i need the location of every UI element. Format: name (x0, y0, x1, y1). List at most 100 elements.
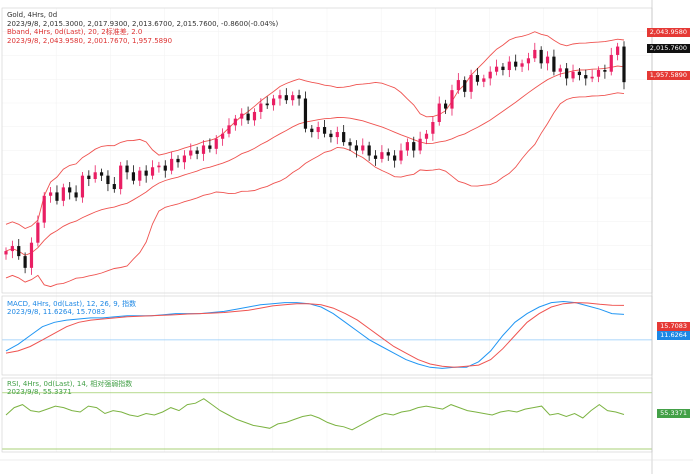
candle-body (233, 118, 237, 126)
candle-body (23, 256, 27, 268)
candle-body (386, 152, 390, 156)
candle-body (150, 167, 155, 176)
candle-body (418, 138, 422, 151)
candle-body (278, 95, 282, 99)
candle-body (10, 246, 14, 252)
lower-band-price-tag: 1,957.5890 (646, 71, 690, 80)
candle-body (119, 165, 123, 190)
rsi-values: 2023/9/8, 55.3371 (7, 388, 72, 396)
macd-signal-tag: 15.7083 (657, 322, 690, 331)
macd-value-tag: 11.6264 (657, 331, 690, 340)
macd-label: MACD, 4Hrs, 0d(Last), 12, 26, 9, 指数 (7, 300, 137, 308)
candle-body (482, 78, 486, 82)
candle-body (577, 71, 582, 76)
candle-body (310, 128, 314, 133)
candle-body (246, 113, 250, 121)
candle-body (616, 46, 620, 55)
bollinger-values: 2023/9/8, 2,043.9580, 2,001.7670, 1,957.… (7, 37, 173, 45)
candle-body (170, 158, 174, 171)
candle-body (259, 103, 263, 112)
candle-body (291, 95, 295, 101)
upper-band-price-tag: 2,043.9580 (646, 28, 690, 37)
candle-body (80, 175, 85, 198)
candle-body (131, 172, 136, 181)
candle-body (201, 145, 206, 154)
candle-body (157, 165, 161, 168)
candle-body (316, 127, 320, 133)
candle-body (501, 66, 505, 71)
candle-body (36, 222, 40, 243)
candle-body (303, 98, 308, 129)
lower-band-line (5, 92, 625, 288)
candle-body (558, 68, 562, 72)
candle-body (189, 150, 193, 156)
candle-body (514, 61, 518, 67)
candle-body (163, 165, 167, 171)
candle-body (437, 103, 441, 122)
candle-body (144, 170, 148, 176)
candle-body (4, 251, 8, 255)
candle-body (322, 127, 327, 134)
candle-body (221, 133, 225, 139)
candle-body (265, 103, 269, 106)
candle-body (29, 242, 34, 268)
candle-body (565, 68, 569, 79)
candle-body (284, 95, 288, 101)
candle-body (469, 75, 473, 92)
candle-body (48, 192, 53, 196)
candle-body (590, 76, 594, 79)
candle-body (539, 49, 543, 64)
candle-body (463, 80, 467, 92)
candle-body (393, 155, 397, 161)
candle-body (431, 122, 435, 134)
candlestick-series (4, 41, 626, 275)
candle-body (354, 145, 359, 151)
candle-body (526, 58, 531, 64)
rsi-line (5, 398, 625, 431)
candle-body (494, 66, 499, 72)
macd-panel (2, 300, 652, 369)
candle-body (297, 95, 301, 99)
candle-body (195, 150, 199, 154)
candle-body (533, 49, 537, 59)
candle-body (596, 70, 601, 77)
middle-band-line (5, 65, 625, 256)
candle-body (520, 63, 524, 67)
candle-body (99, 172, 104, 176)
candle-body (424, 133, 429, 139)
candle-body (106, 175, 110, 185)
candle-body (456, 80, 460, 91)
candle-body (622, 46, 626, 83)
candle-body (138, 170, 142, 181)
candle-body (208, 145, 212, 149)
candle-body (380, 152, 384, 159)
candle-body (571, 71, 575, 79)
candle-body (17, 246, 21, 257)
candle-body (335, 132, 339, 138)
candle-body (405, 142, 409, 151)
candle-body (329, 133, 333, 138)
candle-body (87, 175, 91, 179)
candle-body (545, 56, 550, 64)
candle-body (367, 145, 371, 156)
candle-body (342, 132, 346, 143)
candle-body (507, 61, 511, 71)
candle-body (214, 138, 218, 149)
candle-body (68, 187, 72, 193)
candle-body (412, 142, 416, 151)
candle-body (444, 103, 448, 109)
ohlc-readout: 2023/9/8, 2,015.3000, 2,017.9300, 2,013.… (7, 20, 279, 28)
candle-body (603, 70, 607, 72)
candle-body (112, 184, 116, 190)
candle-body (176, 158, 180, 163)
candle-body (74, 192, 78, 198)
candle-body (361, 145, 365, 151)
last-price-tag: 2,015.7600 (646, 44, 690, 53)
candle-body (488, 71, 492, 79)
macd-line (5, 300, 625, 369)
macd-signal-line (5, 302, 625, 368)
candle-body (399, 150, 403, 161)
rsi-panel (2, 392, 652, 450)
